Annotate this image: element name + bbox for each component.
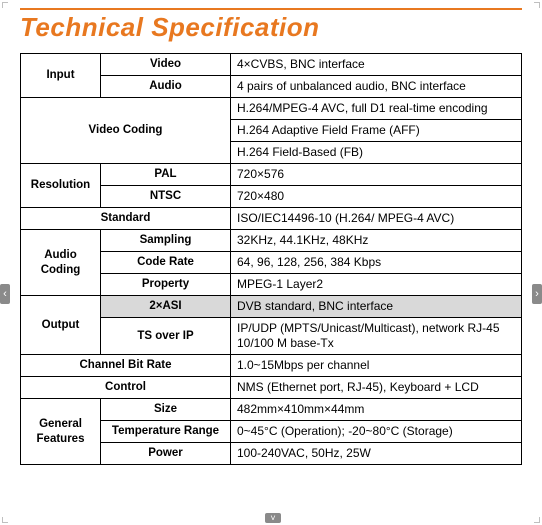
cell-pal-value: 720×576 [231,164,522,186]
cell-coderate-label: Code Rate [101,252,231,274]
spec-table: Input Video 4×CVBS, BNC interface Audio … [20,53,522,465]
cell-tsip-label: TS over IP [101,318,231,355]
cell-property-label: Property [101,274,231,296]
cell-vc-value-1: H.264/MPEG-4 AVC, full D1 real-time enco… [231,98,522,120]
cell-ntsc-label: NTSC [101,186,231,208]
cell-output-label: Output [21,296,101,355]
crop-corner [534,2,540,8]
cell-input-label: Input [21,54,101,98]
cell-size-value: 482mm×410mm×44mm [231,399,522,421]
expand-left-handle[interactable]: ‹ [0,284,10,304]
page: Technical Specification Input Video 4×CV… [0,0,542,475]
crop-corner [2,2,8,8]
cell-temp-value: 0~45°C (Operation); -20~80°C (Storage) [231,421,522,443]
expand-right-handle[interactable]: › [532,284,542,304]
cell-size-label: Size [101,399,231,421]
cell-video-coding-label: Video Coding [21,98,231,164]
cell-tsip-value: IP/UDP (MPTS/Unicast/Multicast), network… [231,318,522,355]
cell-coderate-value: 64, 96, 128, 256, 384 Kbps [231,252,522,274]
cell-standard-label: Standard [21,208,231,230]
crop-corner [2,517,8,523]
cell-control-label: Control [21,377,231,399]
cell-audio-value: 4 pairs of unbalanced audio, BNC interfa… [231,76,522,98]
cell-sampling-label: Sampling [101,230,231,252]
cell-asi-label: 2×ASI [101,296,231,318]
cell-gf-label: General Features [21,399,101,465]
cell-asi-value: DVB standard, BNC interface [231,296,522,318]
title-rule [20,8,522,10]
cell-power-label: Power [101,443,231,465]
cell-cbr-value: 1.0~15Mbps per channel [231,355,522,377]
cell-cbr-label: Channel Bit Rate [21,355,231,377]
row-standard: Standard ISO/IEC14496-10 (H.264/ MPEG-4 … [21,208,522,230]
cell-property-value: MPEG-1 Layer2 [231,274,522,296]
cell-video-label: Video [101,54,231,76]
cell-power-value: 100-240VAC, 50Hz, 25W [231,443,522,465]
page-title: Technical Specification [20,12,522,43]
row-res-pal: Resolution PAL 720×576 [21,164,522,186]
row-input-video: Input Video 4×CVBS, BNC interface [21,54,522,76]
cell-audio-label: Audio [101,76,231,98]
row-cbr: Channel Bit Rate 1.0~15Mbps per channel [21,355,522,377]
cell-pal-label: PAL [101,164,231,186]
row-gf-size: General Features Size 482mm×410mm×44mm [21,399,522,421]
row-video-coding-1: Video Coding H.264/MPEG-4 AVC, full D1 r… [21,98,522,120]
cell-res-label: Resolution [21,164,101,208]
cell-video-value: 4×CVBS, BNC interface [231,54,522,76]
cell-control-value: NMS (Ethernet port, RJ-45), Keyboard + L… [231,377,522,399]
row-ac-sampling: Audio Coding Sampling 32KHz, 44.1KHz, 48… [21,230,522,252]
cell-vc-value-3: H.264 Field-Based (FB) [231,142,522,164]
cell-standard-value: ISO/IEC14496-10 (H.264/ MPEG-4 AVC) [231,208,522,230]
cell-ac-label: Audio Coding [21,230,101,296]
row-output-asi: Output 2×ASI DVB standard, BNC interface [21,296,522,318]
cell-temp-label: Temperature Range [101,421,231,443]
cell-ntsc-value: 720×480 [231,186,522,208]
cell-sampling-value: 32KHz, 44.1KHz, 48KHz [231,230,522,252]
row-control: Control NMS (Ethernet port, RJ-45), Keyb… [21,377,522,399]
expand-bottom-handle[interactable]: ˅ [265,513,281,523]
crop-corner [534,517,540,523]
cell-vc-value-2: H.264 Adaptive Field Frame (AFF) [231,120,522,142]
